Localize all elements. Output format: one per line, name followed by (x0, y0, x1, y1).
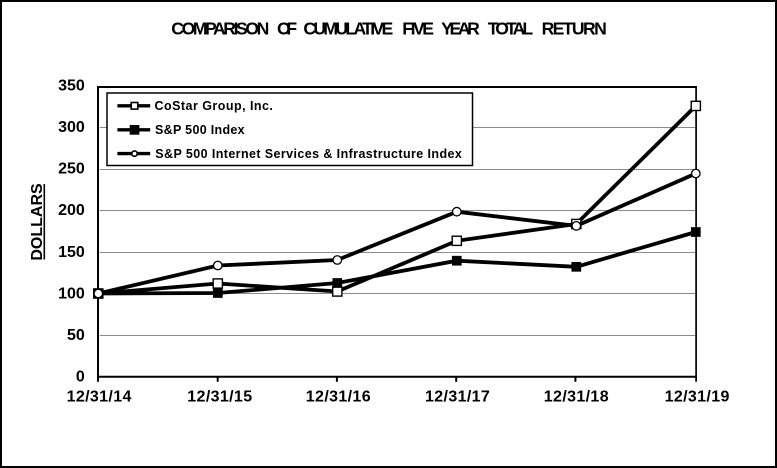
svg-text:S&P 500 Internet Services & In: S&P 500 Internet Services & Infrastructu… (155, 147, 462, 161)
svg-text:FIVE: FIVE (402, 18, 434, 38)
svg-text:50: 50 (67, 327, 85, 344)
svg-text:250: 250 (58, 161, 85, 178)
svg-text:OF: OF (277, 18, 297, 38)
svg-text:12/31/16: 12/31/16 (306, 388, 371, 405)
svg-text:200: 200 (58, 202, 85, 219)
svg-text:12/31/17: 12/31/17 (425, 388, 490, 405)
svg-text:S&P 500 Index: S&P 500 Index (155, 123, 245, 137)
svg-text:12/31/14: 12/31/14 (67, 388, 132, 405)
svg-text:0: 0 (76, 369, 85, 386)
svg-text:DOLLARS: DOLLARS (29, 183, 46, 261)
svg-text:12/31/15: 12/31/15 (187, 388, 252, 405)
svg-text:300: 300 (58, 119, 85, 136)
svg-text:YEAR: YEAR (441, 18, 480, 38)
svg-text:12/31/19: 12/31/19 (665, 388, 730, 405)
svg-text:RETURN: RETURN (542, 18, 607, 38)
svg-text:TOTAL: TOTAL (488, 18, 534, 38)
svg-text:100: 100 (58, 286, 85, 303)
svg-text:12/31/18: 12/31/18 (544, 388, 609, 405)
svg-text:COMPARISON: COMPARISON (171, 18, 269, 38)
svg-text:CoStar Group, Inc.: CoStar Group, Inc. (155, 99, 273, 113)
svg-text:CUMULATIVE: CUMULATIVE (303, 18, 393, 38)
svg-text:350: 350 (58, 77, 85, 94)
svg-text:150: 150 (58, 244, 85, 261)
